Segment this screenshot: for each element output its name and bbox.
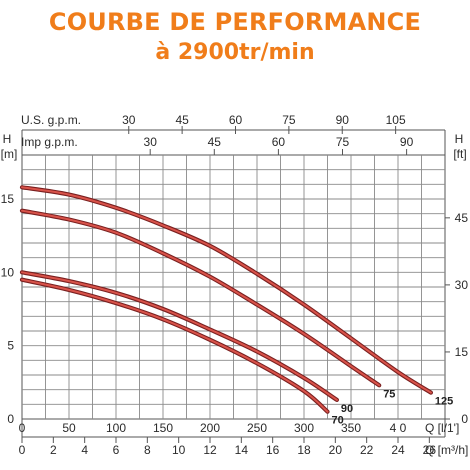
- us-gpm-axis-label: U.S. g.p.m.: [21, 113, 81, 127]
- lmin-tick-label: 300: [294, 421, 314, 435]
- m3h-tick-label: 26: [423, 443, 437, 457]
- m3h-tick-label: 6: [113, 443, 120, 457]
- curve-75: [21, 209, 381, 387]
- right-axis-tick-label: 0: [461, 412, 468, 426]
- lmin-tick-label: 50: [62, 421, 76, 435]
- left-axis-tick-label: 10: [1, 265, 15, 279]
- lmin-tick-label: 250: [247, 421, 267, 435]
- m3h-tick-label: 8: [144, 443, 151, 457]
- m3h-tick-label: 24: [391, 443, 405, 457]
- curve-70: [21, 278, 329, 413]
- m3h-axis-label: Q [m³/h]: [425, 443, 468, 457]
- lmin-tick-label: 100: [106, 421, 126, 435]
- m3h-tick-label: 18: [297, 443, 311, 457]
- us-gpm-tick-label: 75: [282, 113, 296, 127]
- left-axis-label: H: [3, 132, 12, 146]
- right-axis-label: H: [455, 132, 464, 146]
- imp-gpm-tick-label: 30: [144, 135, 158, 149]
- lmin-axis-label: Q [l/1']: [425, 421, 459, 435]
- m3h-tick-label: 10: [172, 443, 186, 457]
- us-gpm-tick-label: 45: [175, 113, 189, 127]
- m3h-tick-label: 22: [360, 443, 374, 457]
- us-gpm-tick-label: 60: [229, 113, 243, 127]
- left-axis-unit: [m]: [1, 147, 18, 161]
- curve-label-75: 75: [383, 388, 395, 400]
- lmin-tick-label: 150: [153, 421, 173, 435]
- right-axis-tick-label: 30: [455, 278, 469, 292]
- lmin-tick-label: 0: [19, 421, 26, 435]
- chart-subtitle: à 2900tr/min: [155, 40, 315, 65]
- curve-125: [21, 186, 432, 394]
- right-axis-tick-label: 45: [455, 211, 469, 225]
- imp-gpm-tick-label: 60: [272, 135, 286, 149]
- right-axis-unit: [ft]: [453, 147, 466, 161]
- imp-gpm-tick-label: 75: [336, 135, 350, 149]
- lmin-tick-label: 350: [341, 421, 361, 435]
- lmin-tick-label: 4 0: [390, 421, 407, 435]
- lmin-tick-label: 200: [200, 421, 220, 435]
- m3h-tick-label: 2: [50, 443, 57, 457]
- m3h-tick-label: 0: [19, 443, 26, 457]
- curve-label-70: 70: [332, 415, 344, 427]
- us-gpm-tick-label: 105: [386, 113, 406, 127]
- us-gpm-tick-label: 90: [336, 113, 350, 127]
- us-gpm-tick-label: 30: [122, 113, 136, 127]
- left-axis-tick-label: 15: [1, 192, 15, 206]
- left-axis-tick-label: 5: [7, 339, 14, 353]
- m3h-tick-label: 4: [81, 443, 88, 457]
- left-axis-tick-label: 0: [7, 412, 14, 426]
- m3h-tick-label: 12: [203, 443, 217, 457]
- m3h-tick-label: 16: [266, 443, 280, 457]
- curve-90: [21, 271, 338, 401]
- m3h-tick-label: 14: [235, 443, 249, 457]
- imp-gpm-tick-label: 45: [208, 135, 222, 149]
- chart-title: COURBE DE PERFORMANCE: [48, 8, 422, 36]
- m3h-tick-label: 20: [329, 443, 343, 457]
- right-axis-tick-label: 15: [455, 345, 469, 359]
- imp-gpm-axis-label: Imp g.p.m.: [21, 135, 78, 149]
- curve-label-90: 90: [341, 403, 353, 415]
- curve-label-125: 125: [435, 396, 453, 408]
- imp-gpm-tick-label: 90: [400, 135, 414, 149]
